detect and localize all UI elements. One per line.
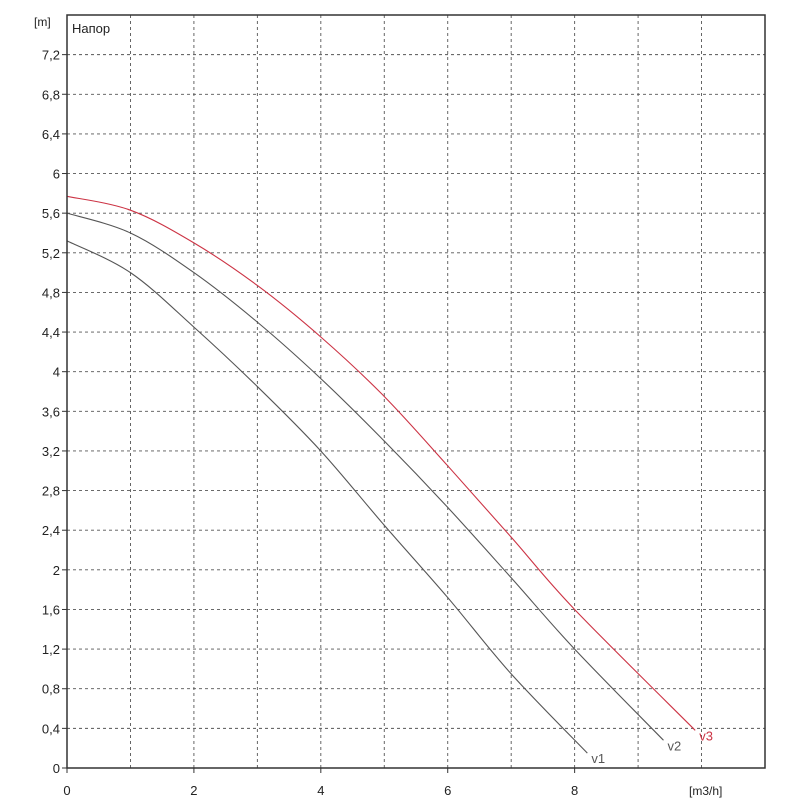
y-tick-label: 4,8 — [42, 285, 60, 300]
y-tick-label: 2 — [53, 563, 60, 578]
series-lines — [66, 195, 696, 754]
x-axis-ticks: 0 2 4 6 8 — [63, 768, 578, 798]
series-line-v3 — [66, 195, 696, 731]
y-tick-label: 6 — [53, 167, 60, 182]
series-label-v2: v2 — [667, 738, 681, 753]
y-tick-label: 7,2 — [42, 48, 60, 63]
series-label-v3: v3 — [699, 728, 713, 743]
y-tick-label: 0,8 — [42, 682, 60, 697]
y-tick-label: 3,2 — [42, 444, 60, 459]
y-tick-label: 0 — [53, 761, 60, 776]
y-axis-ticks: 0 0,4 0,8 1,2 1,6 2 2,4 2,8 3,2 3,6 4 4,4 4,8 5,2 5,6 6… — [42, 48, 67, 776]
y-tick-label: 4 — [53, 365, 60, 380]
series-label-v1: v1 — [591, 751, 605, 766]
x-axis-unit-label: [m3/h] — [689, 784, 722, 798]
x-tick-label: 6 — [444, 783, 451, 798]
y-tick-label: 5,2 — [42, 246, 60, 261]
x-tick-label: 4 — [317, 783, 324, 798]
y-tick-label: 1,6 — [42, 602, 60, 617]
plot-frame — [66, 14, 766, 769]
grid — [67, 15, 765, 768]
x-tick-label: 0 — [63, 783, 70, 798]
y-tick-label: 2,4 — [42, 523, 60, 538]
y-tick-label: 6,8 — [42, 87, 60, 102]
y-tick-label: 1,2 — [42, 642, 60, 657]
y-tick-label: 5,6 — [42, 206, 60, 221]
y-tick-label: 4,4 — [42, 325, 60, 340]
y-tick-label: 2,8 — [42, 484, 60, 499]
x-tick-label: 8 — [571, 783, 578, 798]
y-axis-unit-label: [m] — [34, 15, 51, 29]
x-tick-label: 2 — [190, 783, 197, 798]
y-tick-label: 0,4 — [42, 721, 60, 736]
series-labels: v1 v2 v3 — [591, 728, 713, 766]
series-line-v2 — [66, 212, 664, 741]
y-tick-label: 6,4 — [42, 127, 60, 142]
series-line-v1 — [66, 240, 588, 754]
y-tick-label: 3,6 — [42, 404, 60, 419]
chart-title: Напор — [72, 21, 110, 36]
